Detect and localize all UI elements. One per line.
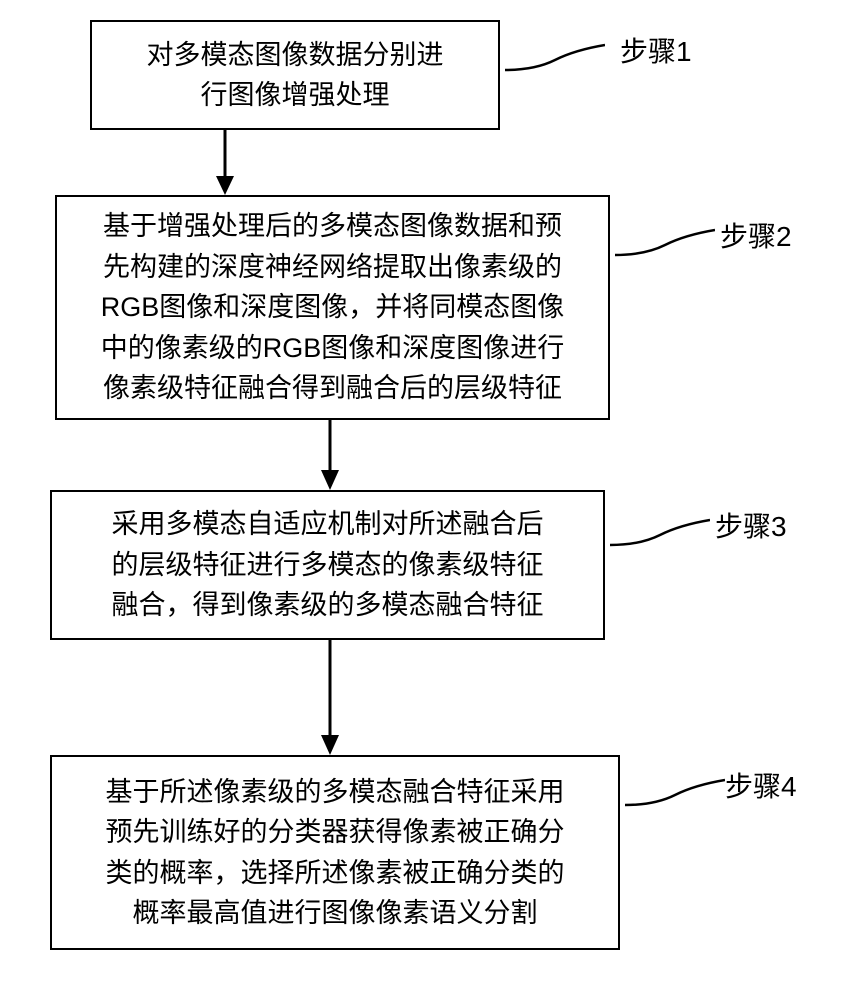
node-text-step2: 基于增强处理后的多模态图像数据和预 先构建的深度神经网络提取出像素级的 RGB图… <box>101 206 565 409</box>
step-label-1: 步骤1 <box>620 30 692 70</box>
node-text-step4: 基于所述像素级的多模态融合特征采用 预先训练好的分类器获得像素被正确分 类的概率… <box>106 772 565 934</box>
step-label-3: 步骤3 <box>715 505 787 545</box>
step-label-4: 步骤4 <box>725 765 797 805</box>
flowchart-node-step3: 采用多模态自适应机制对所述融合后 的层级特征进行多模态的像素级特征 融合，得到像… <box>50 490 605 640</box>
bracket-step1 <box>505 40 605 90</box>
bracket-step3 <box>610 515 710 565</box>
flowchart-container: 对多模态图像数据分别进 行图像增强处理 步骤1 基于增强处理后的多模态图像数据和… <box>0 0 851 1000</box>
arrow-1-2 <box>210 130 240 195</box>
flowchart-node-step1: 对多模态图像数据分别进 行图像增强处理 <box>90 20 500 130</box>
node-text-step1: 对多模态图像数据分别进 行图像增强处理 <box>147 35 444 116</box>
node-text-step3: 采用多模态自适应机制对所述融合后 的层级特征进行多模态的像素级特征 融合，得到像… <box>112 504 544 626</box>
flowchart-node-step4: 基于所述像素级的多模态融合特征采用 预先训练好的分类器获得像素被正确分 类的概率… <box>50 755 620 950</box>
flowchart-node-step2: 基于增强处理后的多模态图像数据和预 先构建的深度神经网络提取出像素级的 RGB图… <box>55 195 610 420</box>
arrow-3-4 <box>315 640 345 755</box>
bracket-step2 <box>615 225 715 275</box>
arrow-2-3 <box>315 420 345 490</box>
step-label-2: 步骤2 <box>720 215 792 255</box>
bracket-step4 <box>625 775 725 825</box>
